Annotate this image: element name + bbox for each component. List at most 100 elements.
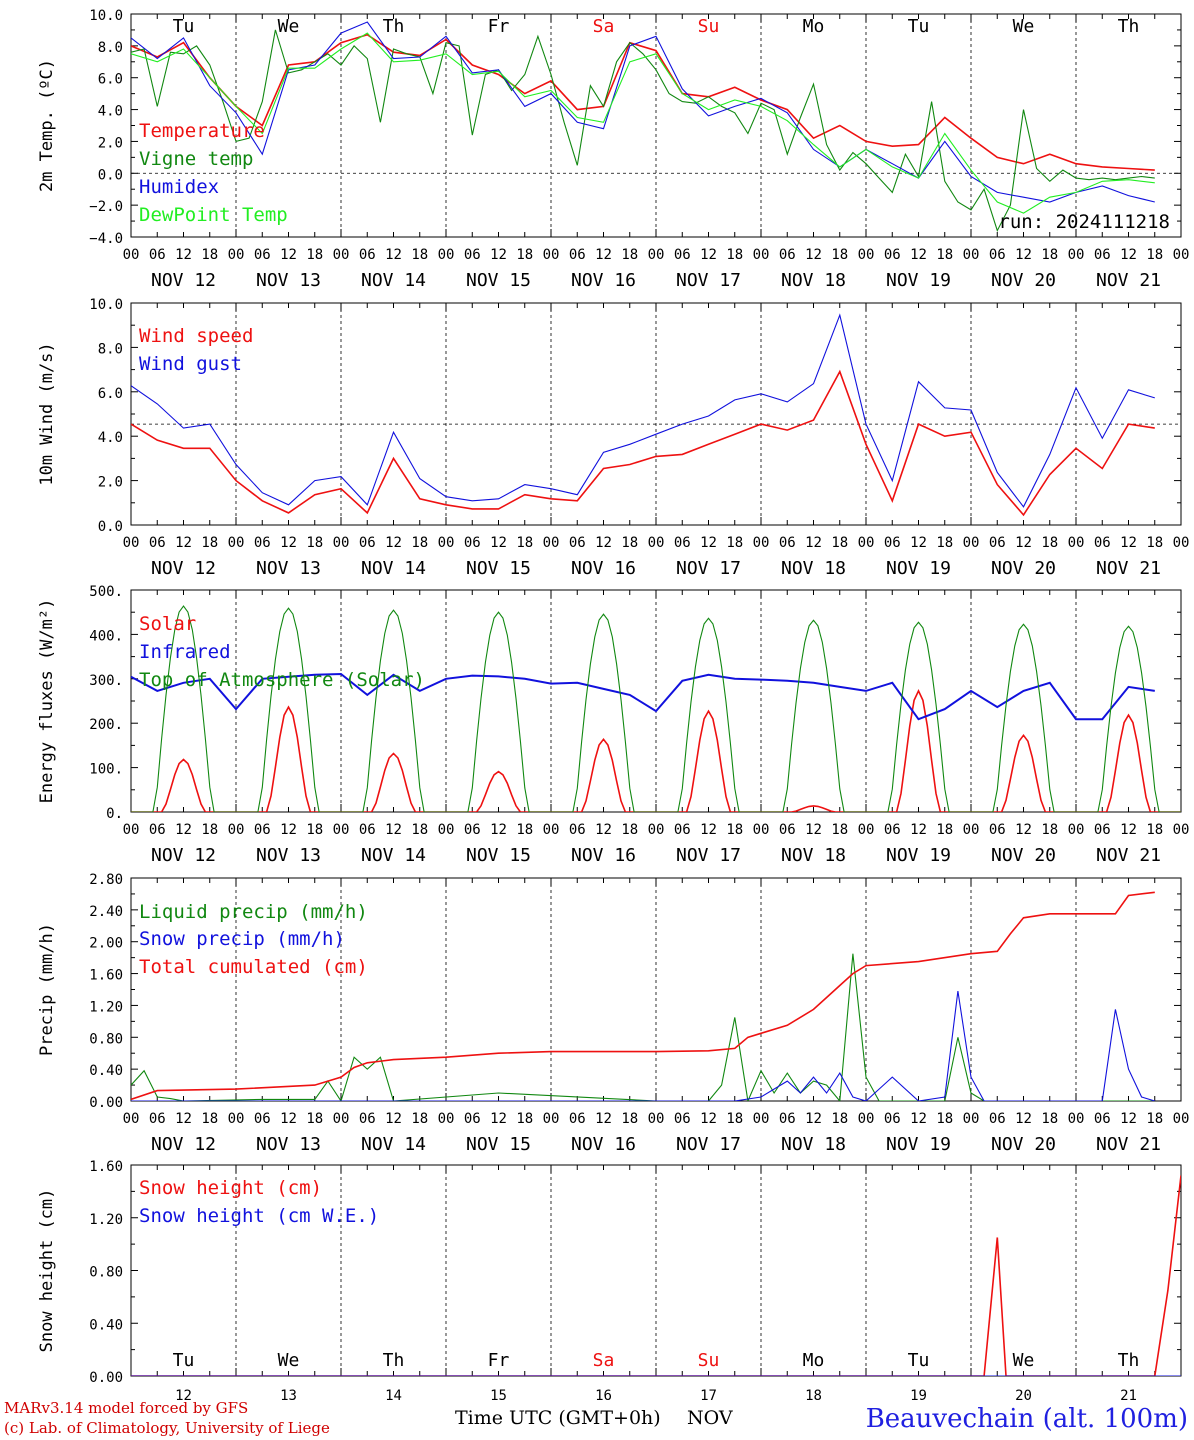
series-line-dewpoint-temp [131,32,1155,214]
x-date-label: NOV 19 [886,1134,951,1155]
x-hour-label: 12 [700,247,717,263]
x-hour-label: 12 [1015,822,1032,838]
x-hour-label: 18 [936,247,953,263]
x-hour-label: 12 [910,535,927,551]
y-tick-label: 1.20 [89,999,123,1015]
series-line-snow-height-cm [131,1175,1181,1376]
x-hour-label: 18 [831,247,848,263]
x-day-number: 15 [490,1388,507,1404]
x-hour-label: 00 [438,247,455,263]
x-date-label: NOV 12 [151,845,216,866]
x-hour-label: 06 [989,247,1006,263]
x-hour-label: 00 [333,822,350,838]
x-date-label: NOV 20 [991,1134,1056,1155]
y-tick-label: 0.00 [89,1095,123,1111]
weekday-label: Tu [173,1350,195,1371]
x-hour-label: 00 [438,535,455,551]
x-hour-label: 12 [595,247,612,263]
x-hour-label: 18 [1146,247,1163,263]
x-hour-label: 00 [333,1111,350,1127]
y-tick-label: 0.0 [98,519,123,535]
x-date-label: NOV 20 [991,558,1056,579]
x-hour-label: 00 [543,247,560,263]
x-hour-label: 06 [254,822,271,838]
x-hour-label: 18 [726,247,743,263]
panel-3: 500. 400. 300. 200. 100. 0. Energy fluxes (W/m… [37,584,1189,866]
x-hour-label: 06 [884,535,901,551]
y-tick-label: 10.0 [89,8,123,24]
x-date-label: NOV 15 [466,1134,531,1155]
y-tick-label: 0.80 [89,1031,123,1047]
x-hour-label: 18 [621,535,638,551]
x-hour-label: 06 [359,247,376,263]
x-hour-label: 00 [963,535,980,551]
x-date-label: NOV 17 [676,558,741,579]
x-hour-label: 18 [621,247,638,263]
x-hour-label: 00 [543,535,560,551]
panel-2: 10.0 8.0 6.0 4.0 2.0 0.0 10m Wind (m/s) 00 06 12 1… [37,297,1189,579]
x-hour-label: 18 [936,822,953,838]
x-hour-label: 06 [464,822,481,838]
x-hour-label: 00 [228,822,245,838]
x-hour-label: 00 [333,535,350,551]
x-hour-label: 12 [910,822,927,838]
x-hour-label: 00 [1068,247,1085,263]
x-hour-label: 18 [306,822,323,838]
y-tick-label: 500. [89,584,123,600]
x-hour-label: 18 [1041,535,1058,551]
x-day-number: 14 [385,1388,402,1404]
x-day-number: 16 [595,1388,612,1404]
x-hour-label: 00 [228,247,245,263]
weekday-label: Sa [593,1350,615,1371]
x-hour-label: 18 [1041,822,1058,838]
panel-4: 2.80 2.40 2.00 1.60 1.20 0.80 0.40 0.00 Precip (… [37,872,1189,1155]
legend-entry: Liquid precip (mm/h) [139,901,368,923]
x-hour-label: 06 [674,535,691,551]
x-hour-label: 12 [805,535,822,551]
legend-entry: Snow height (cm) [139,1177,322,1199]
x-hour-label: 12 [1015,535,1032,551]
x-hour-label: 00 [858,822,875,838]
weekday-label: We [278,16,300,37]
x-hour-label: 12 [175,535,192,551]
x-hour-label: 18 [1041,1111,1058,1127]
x-day-number: 21 [1120,1388,1137,1404]
x-hour-label: 00 [228,535,245,551]
x-date-label: NOV 15 [466,558,531,579]
x-axis-month: NOV [687,1407,733,1429]
x-date-label: NOV 13 [256,1134,321,1155]
x-date-label: NOV 17 [676,845,741,866]
x-hour-label: 18 [201,822,218,838]
legend-entry: Solar [139,613,196,635]
x-date-label: NOV 13 [256,558,321,579]
x-hour-label: 06 [1094,247,1111,263]
x-hour-label: 00 [438,822,455,838]
x-hour-label: 06 [989,535,1006,551]
y-tick-label: 0.40 [89,1063,123,1079]
x-hour-label: 06 [1094,822,1111,838]
x-hour-label: 18 [831,535,848,551]
run-label: run: 2024111218 [998,211,1170,233]
series-line-wind-gust [131,313,1155,508]
legend-entry: Wind gust [139,353,242,375]
y-tick-label: −2.0 [89,199,123,215]
series-line-solar [131,689,1181,812]
legend-entry: Snow precip (mm/h) [139,928,345,950]
x-day-number: 13 [280,1388,297,1404]
y-tick-label: 0.40 [89,1317,123,1333]
x-hour-label: 12 [595,822,612,838]
x-hour-label: 12 [280,822,297,838]
x-hour-label: 06 [674,247,691,263]
x-date-label: NOV 12 [151,270,216,291]
x-hour-label: 18 [306,247,323,263]
x-date-label: NOV 19 [886,845,951,866]
x-axis-title: Time UTC (GMT+0h) [455,1407,661,1429]
legend-entry: Temperature [139,120,265,142]
x-hour-label: 00 [1173,247,1190,263]
series-line-snow-precip-mm-h [131,991,1155,1101]
x-date-label: NOV 21 [1096,270,1161,291]
x-date-label: NOV 16 [571,1134,636,1155]
x-hour-label: 12 [490,822,507,838]
x-hour-label: 12 [385,822,402,838]
plot-frame [130,13,1182,238]
